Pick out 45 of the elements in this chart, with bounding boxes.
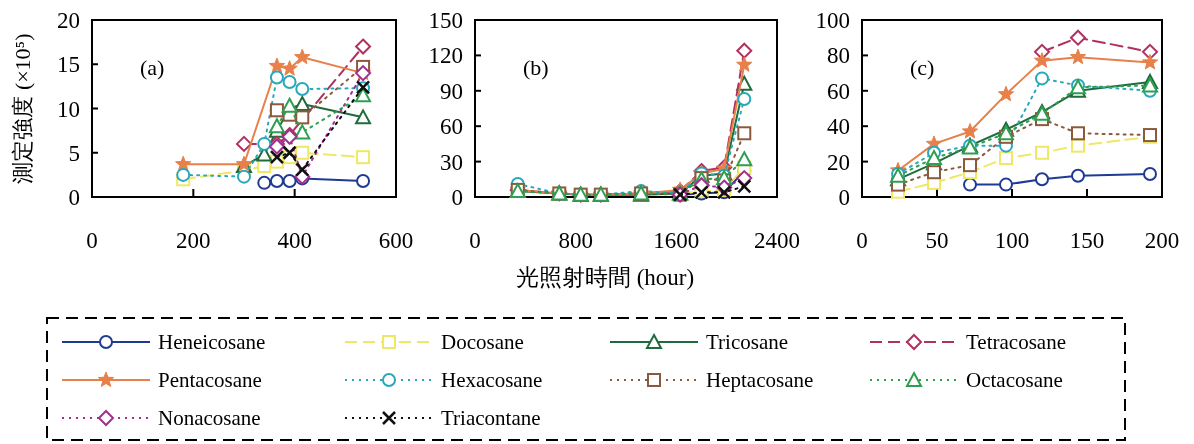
x-tick-label: 800: [558, 228, 593, 253]
annotation: (b): [523, 55, 549, 80]
y-tick-label: 5: [68, 140, 80, 166]
x-tick-label: 100: [994, 228, 1030, 253]
y-tick-label: 30: [440, 149, 463, 175]
y-tick-label: 80: [827, 43, 850, 69]
y-tick-label: 10: [57, 96, 80, 122]
y-tick-label: 0: [451, 185, 463, 210]
annotation: (c): [910, 55, 935, 80]
x-tick-label: 400: [277, 228, 312, 253]
x-tick-label: 200: [1144, 228, 1180, 253]
x-tick-label: 0: [469, 228, 481, 253]
y-tick-label: 60: [827, 78, 850, 104]
legend-label: Triacontane: [441, 406, 541, 430]
x-tick-label: 200: [176, 228, 211, 253]
y-tick-label: 0: [838, 185, 850, 210]
legend-label: Tetracosane: [966, 330, 1066, 354]
legend-label: Docosane: [441, 330, 524, 354]
annotation: (a): [140, 55, 165, 80]
legend-label: Pentacosane: [158, 368, 262, 392]
legend-label: Heptacosane: [706, 368, 814, 392]
x-tick-label: 0: [856, 228, 868, 253]
y-tick-label: 100: [815, 8, 850, 33]
legend-label: Hexacosane: [441, 368, 543, 392]
x-tick-label: 50: [925, 228, 949, 253]
legend-label: Nonacosane: [158, 406, 261, 430]
y-tick-label: 0: [68, 185, 80, 210]
y-tick-label: 20: [827, 149, 850, 175]
y-tick-label: 60: [440, 114, 463, 140]
x-tick-label: 2400: [754, 228, 800, 253]
y-tick-label: 20: [57, 8, 80, 33]
legend-label: Octacosane: [966, 368, 1063, 392]
y-tick-label: 90: [440, 78, 463, 104]
x-tick-label: 1600: [653, 228, 700, 253]
y-tick-label: 15: [57, 52, 80, 78]
x-tick-label: 600: [378, 228, 414, 253]
legend-label: Tricosane: [706, 330, 789, 354]
y-tick-label: 150: [428, 8, 463, 33]
y-tick-label: 120: [428, 43, 463, 69]
legend-label: Heneicosane: [158, 330, 266, 354]
y-axis-title: 測定強度 (×10⁵): [10, 33, 35, 184]
x-tick-label: 150: [1069, 228, 1105, 253]
x-axis-title: 光照射時間 (hour): [515, 265, 695, 290]
y-tick-label: 40: [827, 114, 850, 140]
x-tick-label: 0: [86, 228, 98, 253]
